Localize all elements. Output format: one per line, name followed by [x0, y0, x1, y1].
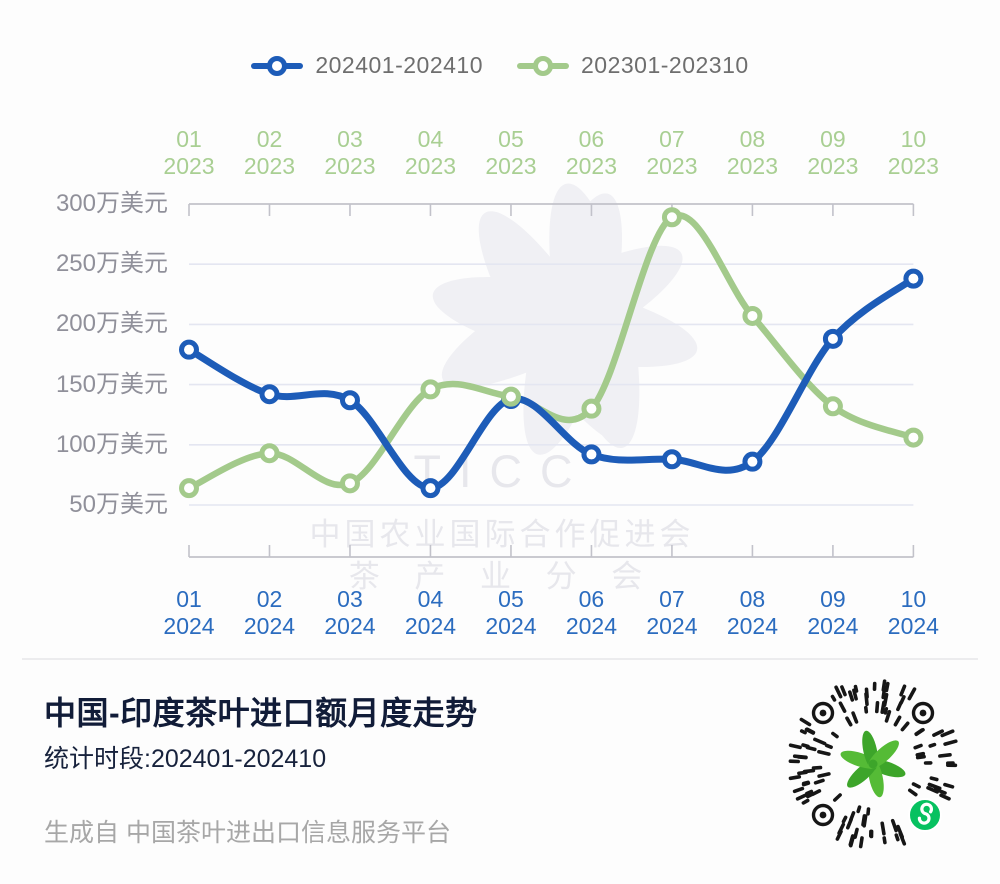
axis-label-09-2023: 09 2023 — [807, 126, 859, 179]
qr-center-tea-leaf-logo — [840, 730, 906, 798]
miniprogram-qr-code — [788, 679, 958, 849]
y-tick-50: 50万美元 — [69, 491, 168, 518]
qr-dot-pattern — [788, 679, 958, 849]
axis-label-09-2024: 09 2024 — [807, 586, 859, 639]
data-point-202401-202410-m3 — [339, 390, 360, 411]
data-point-202401-202410-m6 — [581, 444, 602, 465]
data-point-202401-202410-m10 — [903, 268, 924, 289]
legend-label: 202401-202410 — [315, 52, 483, 78]
data-point-202401-202410-m8 — [742, 451, 763, 472]
stats-period: 统计时段:202401-202410 — [44, 745, 327, 773]
legend-item-202401-202410[interactable]: 202401-202410 — [251, 52, 483, 79]
section-divider — [22, 658, 978, 660]
data-point-202401-202410-m4 — [420, 478, 441, 499]
source-caption: 生成自 中国茶叶进出口信息服务平台 — [44, 819, 451, 847]
page-title: 中国-印度茶叶进口额月度走势 — [44, 695, 478, 731]
axis-label-02-2024: 02 2024 — [243, 586, 296, 639]
data-point-202301-202310-m8 — [742, 305, 763, 326]
qr-finder-eye-icon — [911, 701, 935, 725]
data-point-202301-202310-m1 — [179, 478, 199, 499]
data-point-202301-202310-m7 — [661, 207, 682, 228]
data-point-202401-202410-m9 — [822, 328, 843, 349]
axis-label-04-2023: 04 2023 — [404, 126, 457, 179]
qr-finder-eye-icon — [811, 803, 835, 827]
data-point-202301-202310-m4 — [420, 379, 441, 400]
axis-label-07-2024: 07 2024 — [646, 586, 698, 639]
axis-label-07-2023: 07 2023 — [646, 126, 698, 179]
legend-line-circle-icon — [517, 55, 569, 76]
axis-label-08-2023: 08 2023 — [726, 126, 778, 179]
legend-line-circle-icon — [251, 55, 304, 76]
data-point-202301-202310-m9 — [822, 396, 843, 417]
axis-label-01-2023: 01 2023 — [163, 126, 215, 179]
y-tick-300: 300万美元 — [55, 190, 168, 217]
axis-label-04-2024: 04 2024 — [404, 586, 457, 639]
series-line-2023 — [185, 212, 917, 492]
legend-label: 202301-202310 — [581, 52, 749, 78]
data-point-202301-202310-m10 — [903, 427, 924, 448]
axis-label-03-2024: 03 2024 — [324, 586, 376, 639]
line-chart-canvas — [179, 183, 924, 558]
data-point-202301-202310-m3 — [339, 473, 360, 494]
axis-label-05-2024: 05 2024 — [485, 586, 537, 639]
watermark-tea-branch-name: 茶 产 业 分 会 — [348, 559, 656, 594]
chart-legend: 202401-202410 202301-202310 — [0, 52, 1000, 79]
data-point-202401-202410-m1 — [179, 339, 199, 360]
data-point-202301-202310-m5 — [500, 386, 521, 407]
watermark-association-name: 中国农业国际合作促进会 — [309, 517, 695, 552]
data-point-202301-202310-m6 — [581, 398, 602, 419]
axis-label-03-2023: 03 2023 — [324, 126, 376, 179]
y-tick-200: 200万美元 — [55, 310, 168, 338]
y-tick-100: 100万美元 — [55, 430, 168, 458]
axis-label-06-2023: 06 2023 — [565, 126, 618, 179]
axis-label-02-2023: 02 2023 — [243, 126, 296, 179]
axis-label-10-2024: 10 2024 — [887, 586, 939, 639]
axis-label-10-2023: 10 2023 — [887, 126, 939, 179]
data-point-202401-202410-m7 — [661, 449, 682, 470]
y-tick-250: 250万美元 — [55, 250, 168, 278]
wechat-miniprogram-badge-icon — [908, 798, 942, 832]
y-tick-150: 150万美元 — [55, 370, 168, 398]
data-point-202401-202410-m2 — [259, 384, 280, 405]
series-line-2024 — [185, 275, 917, 492]
qr-finder-eye-icon — [811, 701, 835, 725]
axis-label-05-2023: 05 2023 — [485, 126, 537, 179]
axis-label-08-2024: 08 2024 — [726, 586, 778, 639]
data-point-202301-202310-m2 — [259, 443, 280, 464]
axis-label-01-2024: 01 2024 — [163, 586, 215, 639]
legend-item-202301-202310[interactable]: 202301-202310 — [517, 52, 749, 79]
axis-label-06-2024: 06 2024 — [565, 586, 618, 639]
